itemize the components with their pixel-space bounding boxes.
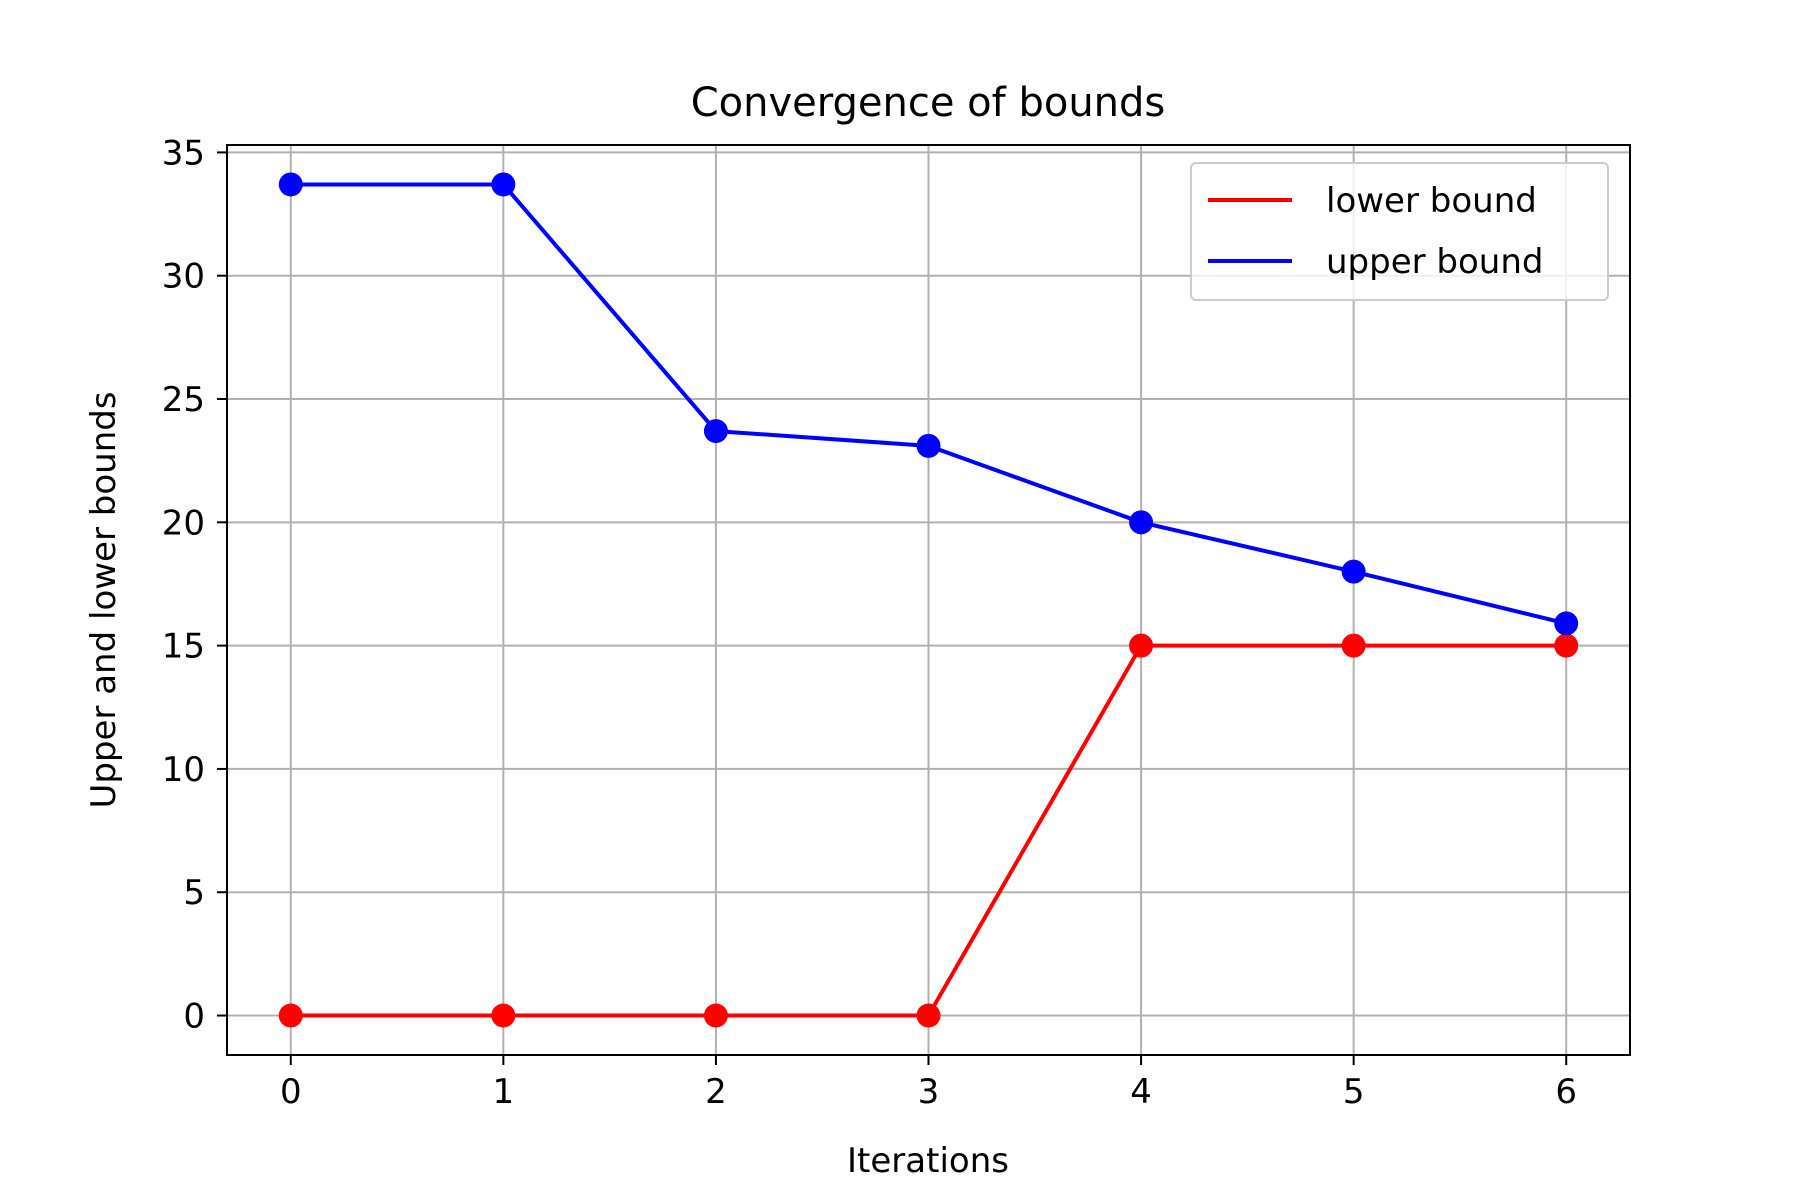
- data-point-lower-bound: [916, 1003, 941, 1028]
- data-point-lower-bound: [1554, 633, 1579, 658]
- data-point-upper-bound: [1554, 611, 1579, 636]
- data-point-upper-bound: [1129, 510, 1154, 535]
- legend: lower bound upper bound: [1190, 162, 1609, 301]
- x-tick-label: 1: [493, 1072, 515, 1112]
- chart-title: Convergence of bounds: [691, 80, 1166, 126]
- data-point-upper-bound: [916, 433, 941, 458]
- x-axis-label: Iterations: [847, 1141, 1009, 1181]
- data-point-upper-bound: [278, 172, 303, 197]
- data-point-upper-bound: [1341, 559, 1366, 584]
- axis-ticks: 0 1 2 3 4 5 6 0 5 10 15 20 25 30 35: [162, 133, 1577, 1112]
- data-point-upper-bound: [703, 419, 728, 444]
- data-point-lower-bound: [703, 1003, 728, 1028]
- x-tick-label: 5: [1343, 1072, 1365, 1112]
- x-tick-label: 0: [280, 1072, 302, 1112]
- x-tick-label: 6: [1555, 1072, 1577, 1112]
- legend-label-lower-bound: lower bound: [1326, 181, 1537, 221]
- y-axis-label: Upper and lower bounds: [84, 391, 124, 808]
- y-tick-label: 5: [183, 873, 205, 913]
- series-layer: [278, 172, 1579, 1028]
- x-tick-label: 4: [1130, 1072, 1152, 1112]
- y-tick-label: 25: [162, 380, 205, 420]
- y-tick-label: 0: [183, 997, 205, 1037]
- data-point-lower-bound: [1129, 633, 1154, 658]
- y-tick-label: 15: [162, 627, 205, 667]
- y-tick-label: 35: [162, 133, 205, 173]
- data-point-lower-bound: [491, 1003, 516, 1028]
- legend-frame: [1190, 162, 1609, 301]
- data-point-upper-bound: [491, 172, 516, 197]
- y-tick-label: 10: [162, 750, 205, 790]
- data-point-lower-bound: [1341, 633, 1366, 658]
- x-tick-label: 2: [705, 1072, 727, 1112]
- y-tick-label: 20: [162, 503, 205, 543]
- data-point-lower-bound: [278, 1003, 303, 1028]
- legend-label-upper-bound: upper bound: [1326, 242, 1543, 282]
- y-tick-label: 30: [162, 257, 205, 297]
- x-tick-label: 3: [918, 1072, 940, 1112]
